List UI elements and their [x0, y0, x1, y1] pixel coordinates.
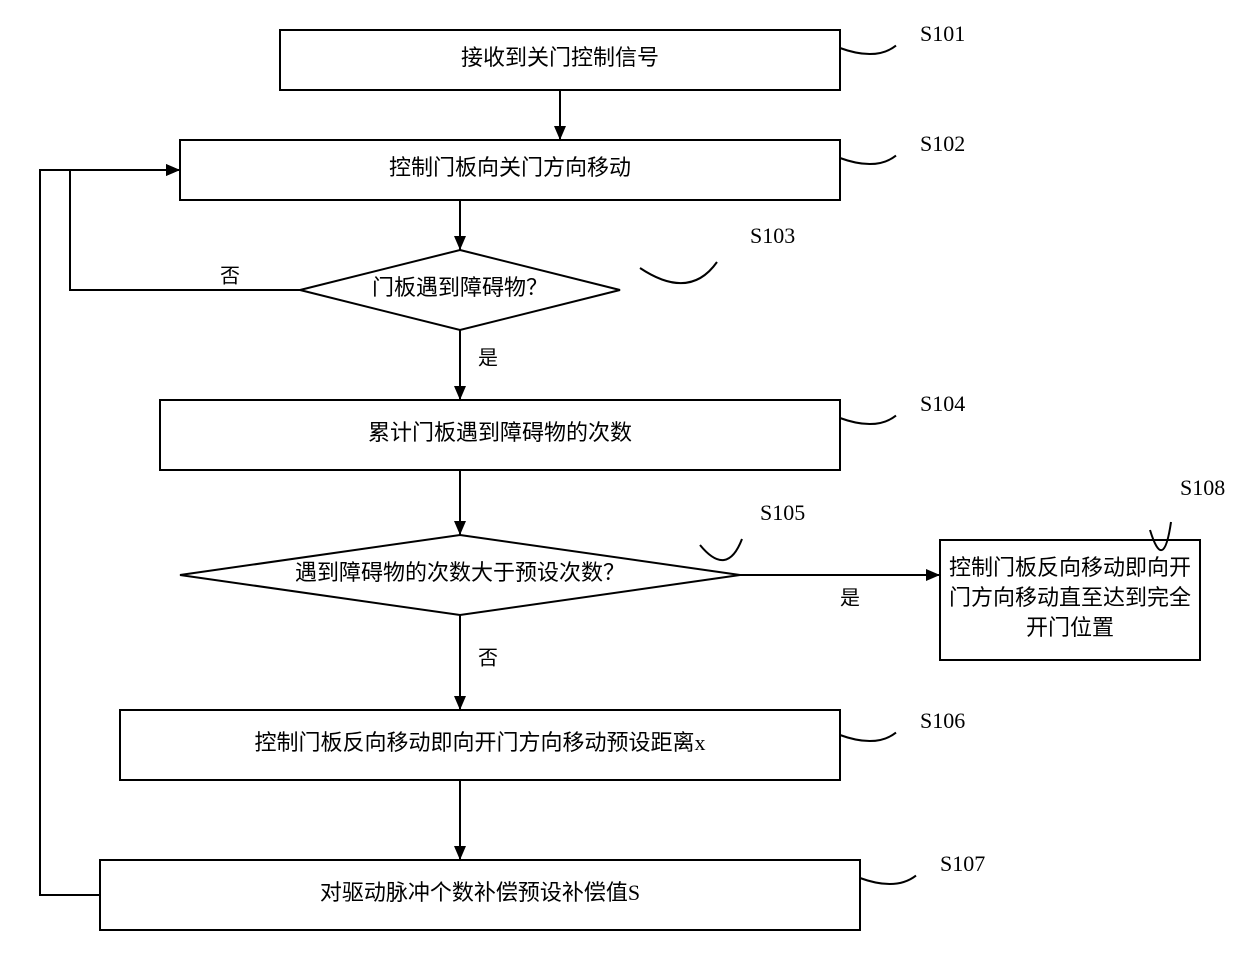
arrow-head [454, 386, 466, 400]
edge-label: 是 [478, 348, 498, 370]
tag-connector [840, 416, 896, 424]
node-label: 遇到障碍物的次数大于预设次数？ [295, 560, 625, 585]
step-tag: S102 [920, 131, 965, 156]
node-label: 累计门板遇到障碍物的次数 [368, 420, 632, 445]
step-tag: S103 [750, 223, 795, 248]
arrow-head [454, 236, 466, 250]
tag-connector [860, 876, 916, 884]
node-label: 控制门板反向移动即向开门方向移动预设距离x [254, 730, 705, 755]
node-label: 开门位置 [1026, 615, 1114, 640]
tag-connector [700, 539, 742, 560]
step-tag: S101 [920, 21, 965, 46]
edge-label: 是 [840, 588, 860, 610]
node-label: 接收到关门控制信号 [461, 45, 659, 70]
node-label: 控制门板向关门方向移动 [389, 155, 631, 180]
node-label: 门方向移动直至达到完全 [949, 585, 1191, 610]
node-label: 门板遇到障碍物？ [372, 275, 548, 300]
arrow-head [166, 164, 180, 176]
node-label: 对驱动脉冲个数补偿预设补偿值S [320, 880, 640, 905]
arrow-head [926, 569, 940, 581]
arrow-head [554, 126, 566, 140]
arrow-head [454, 521, 466, 535]
tag-connector [840, 156, 896, 164]
edge-label: 否 [220, 266, 240, 288]
step-tag: S107 [940, 851, 985, 876]
edge-label: 否 [478, 648, 498, 670]
step-tag: S104 [920, 391, 965, 416]
tag-connector [840, 46, 896, 54]
arrow-head [454, 696, 466, 710]
step-tag: S106 [920, 708, 965, 733]
edge-e9 [40, 170, 180, 895]
arrow-head [454, 846, 466, 860]
flowchart-canvas: 接收到关门控制信号 S101 控制门板向关门方向移动 S102 门板遇到障碍物？ S103… [0, 0, 1240, 971]
step-tag: S108 [1180, 475, 1225, 500]
node-label: 控制门板反向移动即向开 [949, 555, 1191, 580]
tag-connector [840, 733, 896, 741]
step-tag: S105 [760, 500, 805, 525]
tag-connector [640, 262, 717, 283]
